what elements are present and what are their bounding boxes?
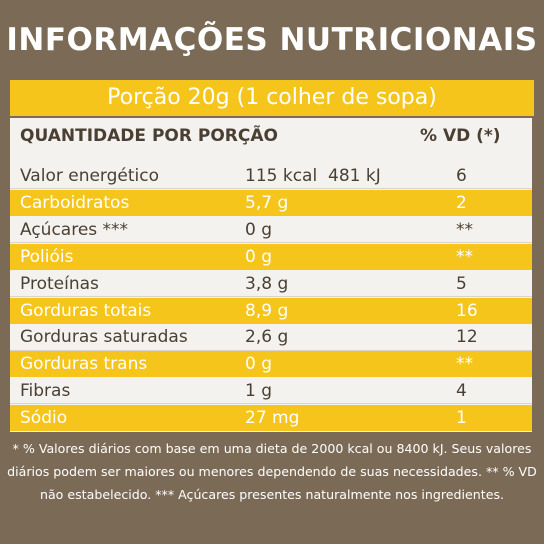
amount: 1 g	[245, 381, 273, 402]
nutrition-table: QUANTIDADE POR PORÇÃO % VD (*) Valor ene…	[10, 118, 532, 432]
nutrient: Gorduras totais	[20, 300, 152, 321]
vd: 4	[456, 381, 467, 402]
table-row: Gorduras trans 0 g **	[10, 351, 532, 378]
nutrient: Gorduras trans	[20, 354, 148, 375]
amount: 5,7 g	[245, 192, 289, 213]
amount: 0 g	[245, 354, 273, 375]
nutrient: Carboidratos	[20, 192, 130, 213]
amount: 2,6 g	[245, 327, 289, 348]
table-row: Carboidratos 5,7 g 2	[10, 189, 532, 217]
nutrient: Sódio	[20, 408, 68, 429]
header-quantity: QUANTIDADE POR PORÇÃO	[20, 126, 278, 146]
nutrient: Açúcares ***	[20, 219, 129, 240]
nutrient: Gorduras saturadas	[20, 327, 188, 348]
nutrient: Valor energético	[20, 166, 160, 186]
amount: 0 g	[245, 246, 273, 267]
vd: 12	[456, 327, 478, 348]
table-row: Fibras 1 g 4	[10, 378, 532, 405]
vd: **	[456, 246, 473, 267]
table-row: Sódio 27 mg 1	[10, 405, 532, 432]
amount: 3,8 g	[245, 273, 289, 294]
amount-kj: 481 kJ	[328, 166, 381, 186]
vd: **	[456, 219, 473, 240]
nutrient: Fibras	[20, 381, 71, 402]
amount: 115 kcal	[245, 166, 318, 186]
table-row: Polióis 0 g **	[10, 243, 532, 270]
table-row: Gorduras saturadas 2,6 g 12	[10, 324, 532, 351]
title: INFORMAÇÕES NUTRICIONAIS	[6, 22, 538, 58]
header-vd: % VD (*)	[420, 126, 501, 146]
vd: 5	[456, 273, 467, 294]
amount: 8,9 g	[245, 300, 289, 321]
nutrient: Polióis	[20, 246, 74, 267]
vd: 1	[456, 408, 467, 429]
amount: 27 mg	[245, 408, 300, 429]
amount: 0 g	[245, 219, 273, 240]
table-row: Valor energético 115 kcal 481 kJ 6	[10, 163, 532, 190]
table-row: Açúcares *** 0 g **	[10, 217, 532, 243]
vd: **	[456, 354, 473, 375]
vd: 6	[456, 166, 467, 186]
table-row: Proteínas 3,8 g 5	[10, 271, 532, 297]
nutrient: Proteínas	[20, 273, 99, 294]
table-row: Gorduras totais 8,9 g 16	[10, 297, 532, 324]
vd: 2	[456, 192, 467, 213]
vd: 16	[456, 300, 478, 321]
serving: Porção 20g (1 colher de sopa)	[10, 80, 534, 116]
footnote: * % Valores diários com base em uma diet…	[7, 441, 537, 502]
